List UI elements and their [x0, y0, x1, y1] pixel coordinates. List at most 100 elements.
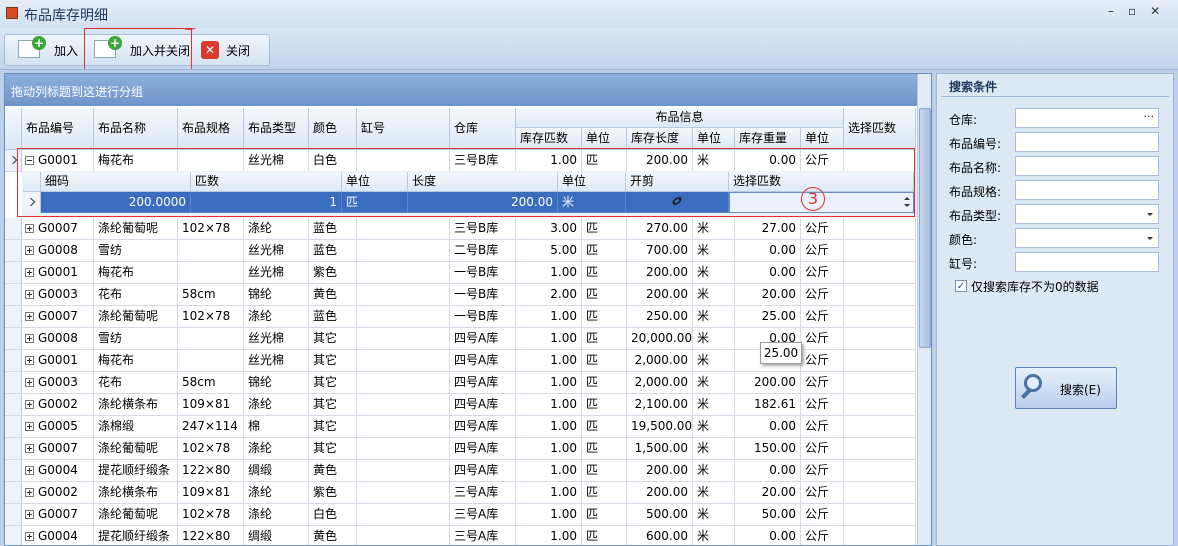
spin-up[interactable] — [904, 194, 910, 200]
detail-column-header[interactable]: 开剪 — [626, 172, 729, 192]
expand-button[interactable] — [25, 312, 34, 321]
grid-cell: 20,000.00 — [627, 328, 693, 350]
grid-cell: 其它 — [309, 350, 357, 372]
grid-cell — [844, 262, 916, 284]
grid-cell: 米 — [693, 284, 735, 306]
expand-button[interactable] — [25, 224, 34, 233]
search-button[interactable]: 搜索(E) — [1015, 367, 1117, 409]
grid-cell: 米 — [693, 526, 735, 545]
dropdown-arrow[interactable] — [1147, 213, 1153, 219]
field-label: 布品编号: — [949, 137, 1002, 151]
column-header[interactable]: 颜色 — [309, 108, 357, 150]
expand-button[interactable] — [25, 510, 34, 519]
column-header[interactable]: 布品类型 — [244, 108, 309, 150]
highlight-box — [84, 28, 192, 69]
grid-cell: 公斤 — [801, 438, 844, 460]
column-header[interactable]: 布品名称 — [94, 108, 178, 150]
scroll-thumb[interactable] — [919, 108, 931, 348]
grid-cell — [178, 350, 244, 372]
add-close-button[interactable]: + 加入并关闭 — [90, 36, 190, 64]
spin-down[interactable] — [904, 204, 910, 210]
grid-cell: G0001 — [22, 262, 94, 284]
column-header[interactable]: 库存长度 — [627, 128, 693, 150]
text-field[interactable]: ··· — [1015, 108, 1159, 128]
grid-cell — [844, 240, 916, 262]
dropdown-arrow[interactable] — [1147, 237, 1153, 243]
detail-column-header[interactable]: 细码 — [41, 172, 191, 192]
search-panel: 搜索条件 仓库: ··· 布品编号: 布品名称: 布品规格: 布品类型: 颜色: 缸号: ✓ 仅搜… — [936, 73, 1174, 546]
grid-cell: 白色 — [309, 504, 357, 526]
expand-button[interactable] — [25, 156, 34, 165]
annotation: 3 — [801, 187, 825, 211]
expand-button[interactable] — [25, 466, 34, 475]
grid-cell: 250.00 — [627, 306, 693, 328]
text-field[interactable] — [1015, 252, 1159, 272]
highlight-box — [17, 148, 915, 217]
grid-cell: 3.00 — [516, 218, 582, 240]
column-header[interactable]: 单位 — [693, 128, 735, 150]
detail-cell: 米 — [558, 192, 626, 213]
window-controls[interactable]: –▫✕ — [1108, 4, 1168, 18]
column-header[interactable]: 单位 — [801, 128, 844, 150]
grid-cell: 公斤 — [801, 306, 844, 328]
grid-cell: 涤纶葡萄呢 — [94, 306, 178, 328]
grid-cell — [357, 526, 450, 545]
text-field[interactable] — [1015, 204, 1159, 224]
icon: + — [108, 36, 122, 50]
row-indicator — [5, 526, 22, 545]
text-field[interactable] — [1015, 228, 1159, 248]
detail-column-header[interactable]: 长度 — [408, 172, 558, 192]
column-header[interactable]: 库存重量 — [735, 128, 801, 150]
expand-button[interactable] — [25, 400, 34, 409]
ellipsis-button[interactable]: ··· — [1143, 110, 1155, 123]
detail-column-header[interactable]: 匹数 — [191, 172, 342, 192]
row-indicator — [5, 240, 22, 262]
text-field[interactable] — [1015, 132, 1159, 152]
checkbox[interactable]: ✓ — [955, 280, 967, 292]
detail-column-header[interactable]: 选择匹数 — [729, 172, 914, 192]
grid-cell — [844, 350, 916, 372]
grid-cell: 102×78 — [178, 306, 244, 328]
grid-cell: 公斤 — [801, 350, 844, 372]
grid-cell: 200.00 — [627, 262, 693, 284]
column-header[interactable]: 选择匹数 — [844, 108, 916, 150]
grid-cell: 米 — [693, 438, 735, 460]
expand-button[interactable] — [25, 378, 34, 387]
grid-cell: 20.00 — [735, 482, 801, 504]
expand-button[interactable] — [25, 290, 34, 299]
grid-cell: 1.00 — [516, 306, 582, 328]
column-header[interactable]: 仓库 — [450, 108, 516, 150]
expand-button[interactable] — [25, 356, 34, 365]
add-button[interactable]: + 加入 — [14, 36, 86, 64]
grid-cell: 公斤 — [801, 526, 844, 545]
column-header[interactable]: 单位 — [582, 128, 627, 150]
detail-column-header[interactable]: 单位 — [558, 172, 626, 192]
checkbox-label[interactable]: 仅搜索库存不为0的数据 — [971, 280, 1099, 294]
detail-column-header[interactable]: 单位 — [342, 172, 408, 192]
column-header[interactable]: 布品编号 — [22, 108, 94, 150]
grid-cell: 米 — [693, 328, 735, 350]
text-field[interactable] — [1015, 156, 1159, 176]
grid-cell: 500.00 — [627, 504, 693, 526]
scrollbar[interactable] — [917, 74, 931, 545]
expand-button[interactable] — [25, 246, 34, 255]
detail-row-indicator — [23, 192, 41, 213]
column-header[interactable]: 缸号 — [357, 108, 450, 150]
expand-button[interactable] — [25, 444, 34, 453]
expand-button[interactable] — [25, 422, 34, 431]
text-field[interactable] — [1015, 180, 1159, 200]
detail-cell: 1 — [191, 192, 342, 213]
column-header[interactable]: 库存匹数 — [516, 128, 582, 150]
expand-button[interactable] — [25, 532, 34, 541]
expand-button[interactable] — [25, 268, 34, 277]
grid-cell: 三号A库 — [450, 526, 516, 545]
button-label: 关闭 — [226, 44, 251, 58]
grid-cell: 一号B库 — [450, 284, 516, 306]
close-button[interactable]: ✕ 关闭 — [198, 36, 268, 64]
column-header[interactable]: 布品规格 — [178, 108, 244, 150]
expand-button[interactable] — [25, 488, 34, 497]
expand-button[interactable] — [25, 334, 34, 343]
grid-cell — [844, 504, 916, 526]
grid-cell: G0007 — [22, 504, 94, 526]
